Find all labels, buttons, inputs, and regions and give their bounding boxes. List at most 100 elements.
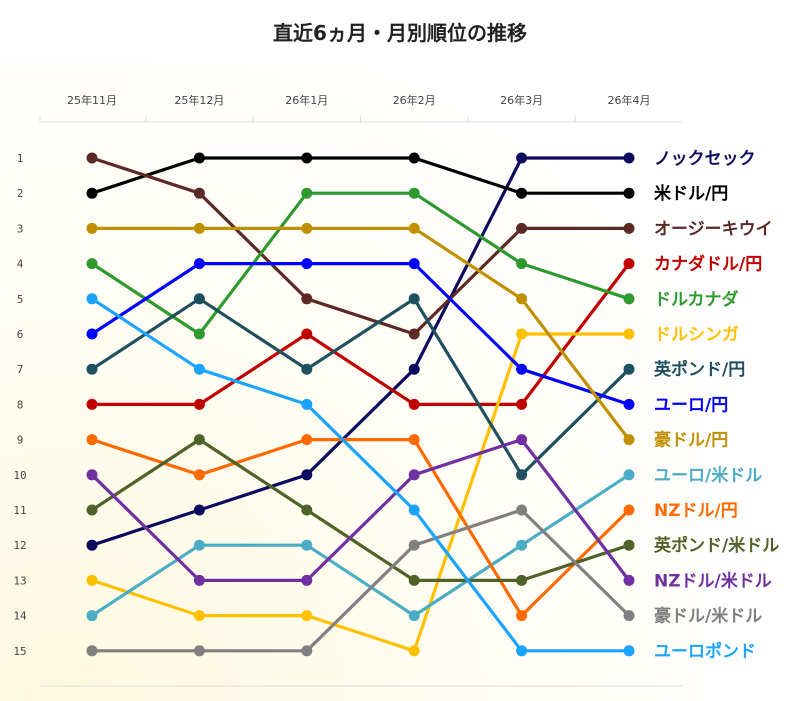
data-point (516, 363, 528, 375)
series-line (90, 191, 631, 336)
series-line (90, 156, 631, 547)
data-point (623, 222, 635, 234)
data-point (193, 434, 205, 446)
data-point (516, 610, 528, 622)
y-tick-label: 7 (17, 363, 24, 376)
data-point (516, 222, 528, 234)
data-point (623, 504, 635, 516)
series-label: 英ポンド/米ドル (654, 535, 779, 556)
data-point (86, 504, 98, 516)
data-point (408, 258, 420, 270)
data-point (516, 434, 528, 446)
data-point (408, 504, 420, 516)
plot-background (0, 60, 700, 701)
series-line (90, 473, 631, 618)
data-point (301, 469, 313, 481)
series-points (86, 152, 635, 657)
y-tick-label: 14 (13, 610, 27, 623)
series-label: ノックセック (654, 149, 756, 169)
y-tick-label: 6 (17, 328, 24, 341)
data-point (516, 328, 528, 340)
data-point (86, 434, 98, 446)
data-point (516, 293, 528, 305)
x-tick-label: 25年11月 (67, 93, 117, 107)
data-point (86, 574, 98, 586)
series-label: NZドル/円 (654, 501, 738, 521)
data-point (301, 645, 313, 657)
y-tick-label: 13 (13, 574, 26, 587)
data-point (408, 610, 420, 622)
chart-title: 直近6ヵ月・月別順位の推移 (273, 21, 527, 45)
data-point (193, 222, 205, 234)
y-tick-label: 11 (13, 504, 26, 517)
series-labels: ノックセック米ドル/円オージーキウイカナダドル/円ドルカナダドルシンガ英ポンド/… (654, 149, 779, 662)
data-point (516, 645, 528, 657)
series-label: ユーロポンド (654, 641, 756, 662)
data-point (516, 398, 528, 410)
data-point (301, 539, 313, 551)
series-label: ユーロ/円 (654, 395, 728, 415)
data-point (301, 434, 313, 446)
data-point (408, 363, 420, 375)
data-point (301, 187, 313, 199)
data-point (623, 434, 635, 446)
series-line (90, 438, 631, 583)
data-point (408, 152, 420, 164)
data-point (301, 328, 313, 340)
data-point (193, 539, 205, 551)
data-point (301, 152, 313, 164)
series-label: ドルシンガ (654, 325, 739, 345)
series-line (90, 262, 631, 406)
data-point (86, 363, 98, 375)
data-point (193, 187, 205, 199)
series-label: 米ドル/円 (654, 183, 728, 204)
data-point (408, 574, 420, 586)
y-tick-label: 10 (13, 469, 26, 482)
y-tick-label: 15 (13, 645, 26, 658)
x-tick-label: 26年2月 (393, 93, 436, 107)
data-point (193, 258, 205, 270)
series-label: カナダドル/円 (654, 254, 762, 275)
data-point (516, 258, 528, 270)
data-point (408, 328, 420, 340)
data-point (86, 328, 98, 340)
data-point (301, 504, 313, 516)
series-line (90, 156, 631, 336)
data-point (193, 574, 205, 586)
series-label: NZドル/米ドル (654, 570, 772, 591)
data-point (623, 610, 635, 622)
data-point (516, 574, 528, 586)
y-tick-label: 2 (17, 187, 24, 200)
y-tick-label: 3 (17, 222, 24, 235)
data-point (408, 434, 420, 446)
series-line (90, 297, 631, 653)
data-point (193, 610, 205, 622)
data-point (408, 222, 420, 234)
series-line (90, 332, 631, 653)
data-point (193, 363, 205, 375)
data-point (516, 504, 528, 516)
data-point (408, 469, 420, 481)
data-point (623, 258, 635, 270)
series-lines (90, 156, 631, 653)
data-point (86, 222, 98, 234)
data-point (408, 539, 420, 551)
data-point (193, 152, 205, 164)
series-line (90, 297, 631, 477)
data-point (193, 398, 205, 410)
data-point (408, 293, 420, 305)
data-point (193, 504, 205, 516)
data-point (623, 469, 635, 481)
data-point (623, 152, 635, 164)
series-line (90, 438, 631, 618)
series-line (90, 156, 631, 195)
data-point (623, 187, 635, 199)
data-point (86, 258, 98, 270)
data-point (408, 187, 420, 199)
data-point (193, 645, 205, 657)
series-line (90, 508, 631, 653)
data-point (623, 328, 635, 340)
data-point (623, 363, 635, 375)
